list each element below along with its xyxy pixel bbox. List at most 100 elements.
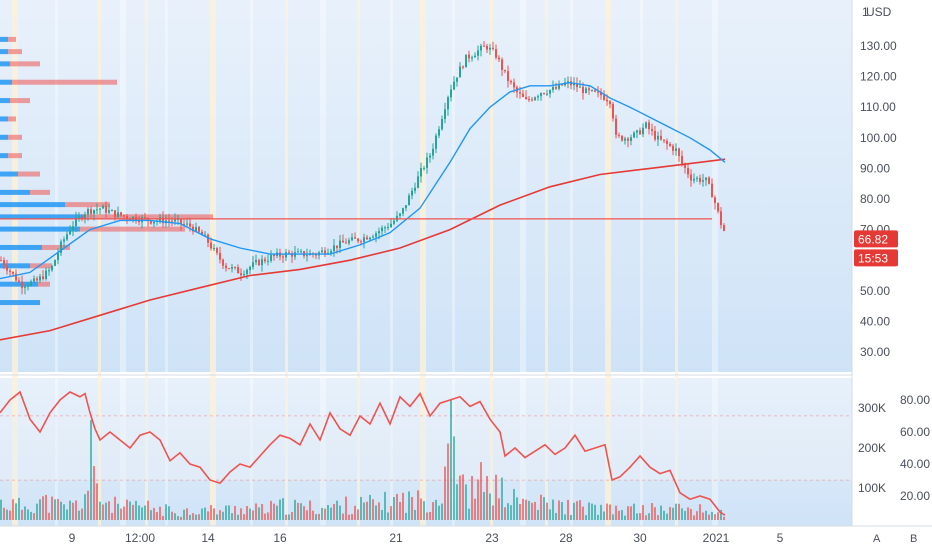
time-tick-label: 21	[389, 531, 403, 545]
volume-bar	[711, 511, 713, 520]
candle-body	[243, 274, 245, 276]
candle-body	[585, 88, 587, 94]
volume-bar	[117, 503, 119, 520]
candle-body	[666, 140, 668, 144]
volume-bar	[549, 509, 551, 520]
volume-bar	[114, 496, 116, 520]
volume-bar	[126, 499, 128, 520]
session-band	[250, 0, 253, 526]
volume-bar	[36, 503, 38, 520]
time-tick-label: 2021	[703, 531, 730, 545]
candle-body	[0, 260, 2, 262]
volume-bar	[66, 509, 68, 520]
volume-bar	[498, 498, 500, 520]
volume-bar	[333, 504, 335, 520]
session-band	[12, 0, 18, 526]
volume-bar	[195, 514, 197, 520]
volume-bar	[63, 504, 65, 520]
volume-bar	[702, 512, 704, 520]
countdown-tag: 15:53	[854, 249, 898, 267]
candle-body	[6, 265, 8, 271]
volume-profile-up-bar	[0, 79, 12, 85]
candle-body	[591, 90, 593, 92]
volume-bar	[27, 509, 29, 520]
volume-bar	[381, 510, 383, 520]
candle-body	[432, 148, 434, 156]
candle-body	[513, 82, 515, 88]
time-axis-background	[0, 526, 932, 550]
candle-body	[405, 205, 407, 209]
session-band	[490, 0, 493, 526]
candle-body	[234, 266, 236, 268]
candle-body	[669, 143, 671, 146]
candle-body	[366, 237, 368, 240]
session-band	[420, 0, 426, 526]
candle-body	[21, 281, 23, 288]
volume-bar	[693, 515, 695, 520]
candle-body	[504, 69, 506, 72]
volume-bar	[246, 505, 248, 520]
volume-bar	[423, 501, 425, 520]
candle-body	[648, 122, 650, 130]
candle-body	[639, 130, 641, 135]
candle-body	[291, 253, 293, 257]
volume-bar	[387, 512, 389, 520]
volume-bar	[147, 500, 149, 520]
candle-body	[363, 237, 365, 243]
volume-bar	[42, 496, 44, 520]
volume-bar	[474, 498, 476, 520]
candle-body	[597, 91, 599, 93]
volume-bar	[279, 499, 281, 520]
candle-body	[324, 250, 326, 255]
session-band	[675, 0, 678, 526]
volume-bar	[642, 505, 644, 520]
volume-profile-up-bar	[0, 263, 30, 269]
volume-bar	[168, 506, 170, 520]
scale-button-a[interactable]: A	[873, 533, 881, 545]
candle-body	[216, 248, 218, 253]
volume-bar	[408, 491, 410, 520]
volume-bar	[87, 490, 89, 520]
volume-bar	[228, 505, 230, 520]
volume-bar	[297, 502, 299, 520]
session-band	[165, 0, 168, 526]
volume-bar	[675, 503, 677, 520]
candle-body	[444, 109, 446, 120]
volume-bar	[207, 511, 209, 520]
candle-body	[429, 155, 431, 158]
scale-button-b[interactable]: B	[910, 533, 917, 545]
candle-body	[423, 167, 425, 169]
volume-bar	[588, 502, 590, 520]
candle-body	[387, 227, 389, 229]
volume-bar	[57, 499, 59, 520]
volume-bar	[627, 506, 629, 520]
candle-body	[627, 138, 629, 141]
candle-body	[300, 251, 302, 253]
oscillator-tick-label: 20.00	[900, 489, 930, 503]
candle-body	[486, 46, 488, 50]
volume-bar	[366, 501, 368, 520]
time-tick-label: 12:00	[125, 531, 155, 545]
volume-bar	[24, 506, 26, 520]
volume-bar	[18, 497, 20, 520]
candle-body	[27, 285, 29, 287]
candle-body	[633, 132, 635, 138]
volume-bar	[270, 500, 272, 520]
svg-text:66.82: 66.82	[858, 232, 888, 246]
volume-bar	[531, 502, 533, 520]
volume-bar	[651, 503, 653, 520]
candle-body	[450, 89, 452, 98]
volume-bar	[468, 508, 470, 520]
volume-profile-up-bar	[0, 61, 10, 67]
candle-body	[351, 237, 353, 241]
candle-body	[435, 135, 437, 149]
candle-body	[498, 57, 500, 60]
candle-body	[237, 267, 239, 274]
candle-body	[3, 260, 5, 266]
candle-body	[186, 223, 188, 225]
candle-body	[612, 104, 614, 119]
oscillator-tick-label: 40.00	[900, 457, 930, 471]
volume-bar	[267, 512, 269, 520]
volume-bar	[327, 505, 329, 520]
